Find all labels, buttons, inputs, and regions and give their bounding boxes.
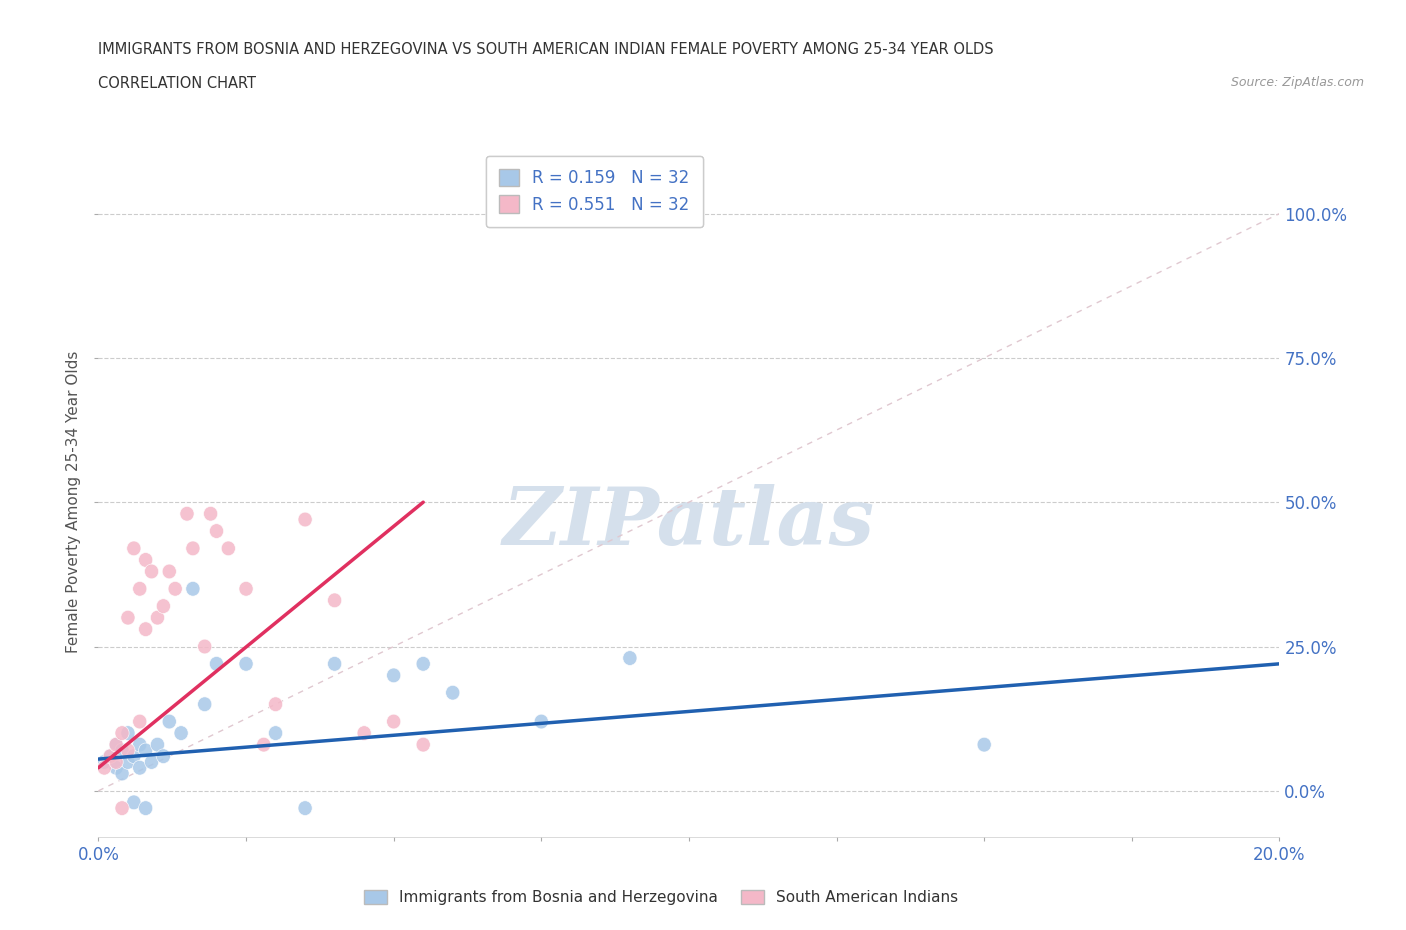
Ellipse shape: [209, 524, 224, 538]
Ellipse shape: [132, 761, 146, 775]
Legend: R = 0.159   N = 32, R = 0.551   N = 32: R = 0.159 N = 32, R = 0.551 N = 32: [486, 155, 703, 227]
Text: IMMIGRANTS FROM BOSNIA AND HERZEGOVINA VS SOUTH AMERICAN INDIAN FEMALE POVERTY A: IMMIGRANTS FROM BOSNIA AND HERZEGOVINA V…: [98, 42, 994, 57]
Y-axis label: Female Poverty Among 25-34 Year Olds: Female Poverty Among 25-34 Year Olds: [66, 351, 82, 654]
Ellipse shape: [298, 512, 312, 527]
Ellipse shape: [534, 714, 548, 729]
Ellipse shape: [387, 714, 401, 729]
Ellipse shape: [97, 754, 111, 769]
Ellipse shape: [298, 801, 312, 816]
Ellipse shape: [198, 639, 212, 654]
Ellipse shape: [180, 506, 194, 521]
Ellipse shape: [115, 725, 129, 740]
Ellipse shape: [127, 749, 141, 764]
Ellipse shape: [121, 610, 135, 625]
Ellipse shape: [328, 593, 342, 607]
Ellipse shape: [239, 657, 253, 671]
Ellipse shape: [132, 714, 146, 729]
Ellipse shape: [623, 651, 637, 666]
Ellipse shape: [446, 685, 460, 700]
Ellipse shape: [257, 737, 271, 752]
Ellipse shape: [150, 610, 165, 625]
Ellipse shape: [127, 541, 141, 556]
Ellipse shape: [139, 743, 153, 758]
Ellipse shape: [186, 541, 200, 556]
Ellipse shape: [110, 754, 124, 769]
Ellipse shape: [103, 749, 117, 764]
Ellipse shape: [269, 697, 283, 711]
Ellipse shape: [162, 565, 176, 578]
Ellipse shape: [139, 552, 153, 567]
Ellipse shape: [156, 599, 170, 614]
Legend: Immigrants from Bosnia and Herzegovina, South American Indians: Immigrants from Bosnia and Herzegovina, …: [356, 883, 966, 913]
Ellipse shape: [174, 725, 188, 740]
Ellipse shape: [169, 581, 183, 596]
Ellipse shape: [121, 754, 135, 769]
Ellipse shape: [416, 737, 430, 752]
Ellipse shape: [387, 668, 401, 683]
Ellipse shape: [132, 581, 146, 596]
Ellipse shape: [115, 766, 129, 781]
Ellipse shape: [97, 761, 111, 775]
Ellipse shape: [121, 743, 135, 758]
Ellipse shape: [110, 737, 124, 752]
Ellipse shape: [198, 697, 212, 711]
Ellipse shape: [145, 754, 159, 769]
Ellipse shape: [121, 725, 135, 740]
Ellipse shape: [204, 506, 218, 521]
Ellipse shape: [145, 565, 159, 578]
Text: Source: ZipAtlas.com: Source: ZipAtlas.com: [1230, 76, 1364, 89]
Ellipse shape: [328, 657, 342, 671]
Ellipse shape: [156, 749, 170, 764]
Text: CORRELATION CHART: CORRELATION CHART: [98, 76, 256, 91]
Ellipse shape: [357, 725, 371, 740]
Ellipse shape: [977, 737, 991, 752]
Text: ZIPatlas: ZIPatlas: [503, 484, 875, 561]
Ellipse shape: [110, 761, 124, 775]
Ellipse shape: [115, 743, 129, 758]
Ellipse shape: [110, 737, 124, 752]
Ellipse shape: [239, 581, 253, 596]
Ellipse shape: [139, 801, 153, 816]
Ellipse shape: [103, 749, 117, 764]
Ellipse shape: [209, 657, 224, 671]
Ellipse shape: [162, 714, 176, 729]
Ellipse shape: [127, 795, 141, 810]
Ellipse shape: [186, 581, 200, 596]
Ellipse shape: [269, 725, 283, 740]
Ellipse shape: [221, 541, 235, 556]
Ellipse shape: [132, 737, 146, 752]
Ellipse shape: [115, 801, 129, 816]
Ellipse shape: [150, 737, 165, 752]
Ellipse shape: [139, 622, 153, 636]
Ellipse shape: [416, 657, 430, 671]
